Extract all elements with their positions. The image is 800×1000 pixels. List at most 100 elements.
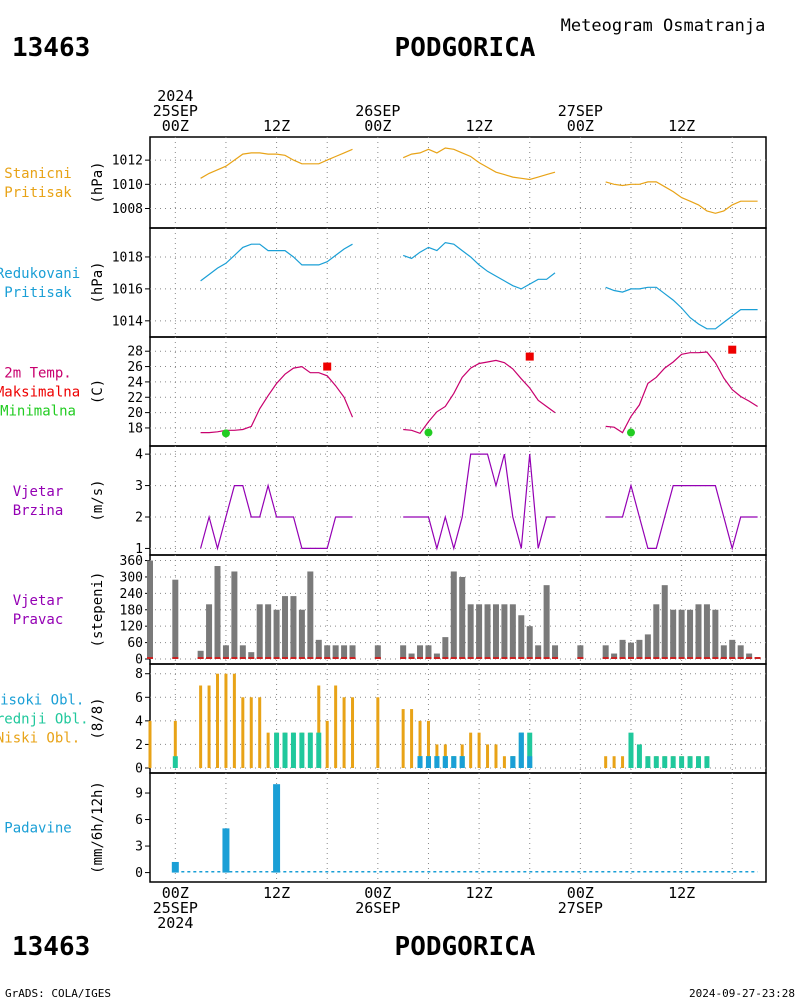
station-id: 13463 (12, 33, 90, 63)
wind-direction-bar (332, 645, 339, 659)
max-temp-marker (323, 362, 332, 371)
wind-direction-bar (476, 604, 483, 659)
wind-direction-bar (661, 585, 668, 659)
top-tick-label: 00Z (364, 117, 391, 135)
wind-direction-bar (315, 639, 322, 659)
panel-title-line: Minimalna (0, 404, 76, 420)
y-tick-label: 28 (127, 345, 143, 360)
y-tick-label: 22 (127, 391, 143, 406)
bottom-tick-label: 00Z (162, 884, 189, 902)
cloud-bar-low (266, 732, 270, 768)
wind-direction-bar (526, 626, 533, 659)
y-tick-label: 1010 (112, 178, 143, 193)
bottom-tick-label: 25SEP (153, 899, 198, 917)
y-axis-unit: (C) (90, 379, 106, 404)
y-tick-label: 1 (135, 542, 143, 557)
wind-direction-bar (492, 604, 499, 659)
wind-direction-bar (206, 604, 213, 659)
cloud-bar-high (442, 756, 448, 768)
precip-bar (273, 784, 281, 873)
cloud-bar-high (510, 756, 516, 768)
panel-title-line: 2m Temp. (4, 366, 71, 382)
cloud-bar-low (604, 756, 608, 768)
wind-direction-bar (712, 609, 719, 659)
wind-direction-bar (552, 645, 559, 659)
max-temp-marker (728, 345, 737, 354)
cloud-bar-low (216, 673, 220, 768)
cloud-bar-mid (653, 756, 659, 768)
wind-direction-bar (307, 571, 314, 659)
wind-direction-bar (172, 579, 179, 659)
panel-title-line: Vjetar (13, 593, 64, 609)
cloud-bar-low (418, 720, 422, 768)
wind-direction-bar (459, 576, 466, 659)
panel-title-line: Visoki Obl. (0, 693, 84, 709)
panel-frame (149, 772, 767, 883)
cloud-bar-mid (695, 756, 701, 768)
y-tick-label: 26 (127, 360, 143, 375)
wind-direction-bar (737, 645, 744, 659)
cloud-bar-low (232, 673, 236, 768)
panel-clouds: 0 2 4 6 8 (8/8) Visoki Obl. Srednji Obl. Niski O… (0, 663, 767, 777)
cloud-bar-low (148, 720, 152, 768)
cloud-bar-mid (704, 756, 710, 768)
wind-direction-bar (147, 560, 153, 659)
cloud-bar-low (426, 720, 430, 768)
panel-title-line: Pravac (13, 612, 64, 628)
wind-speed-series-line (200, 483, 353, 551)
y-tick-label: 120 (120, 620, 143, 635)
y-tick-label: 4 (135, 714, 143, 729)
wind-direction-bar (619, 639, 626, 659)
cloud-bar-low (241, 697, 245, 768)
station-pressure-series-line (402, 147, 556, 181)
wind-direction-bar (484, 604, 491, 659)
wind-speed-series-line (403, 453, 555, 551)
y-tick-label: 6 (135, 691, 143, 706)
y-tick-label: 1008 (112, 202, 143, 217)
wind-direction-bar (720, 645, 727, 659)
cloud-bar-low (621, 756, 625, 768)
y-axis-unit: (m/s) (90, 479, 106, 521)
cloud-bar-low (612, 756, 616, 768)
bottom-tick-label: 00Z (364, 884, 391, 902)
cloud-bar-low (494, 744, 498, 768)
bottom-tick-label: 2024 (157, 914, 193, 932)
wind-direction-bar (602, 645, 609, 659)
cloud-bar-mid (307, 732, 313, 768)
y-tick-label: 6 (135, 813, 143, 828)
y-tick-label: 24 (127, 375, 143, 390)
wind-direction-bar (729, 639, 736, 659)
panel-title-line: Niski Obl. (0, 731, 80, 747)
y-tick-label: 8 (135, 667, 143, 682)
y-tick-label: 300 (120, 570, 143, 585)
cloud-bar-low (325, 720, 329, 768)
max-temp-marker (525, 352, 534, 361)
wind-direction-bar (433, 653, 440, 659)
wind-direction-bar (535, 645, 542, 659)
min-temp-marker (221, 429, 230, 438)
y-tick-label: 1012 (112, 154, 143, 169)
cloud-bar-mid (316, 732, 322, 768)
bottom-tick-label: 00Z (567, 884, 594, 902)
cloud-bar-low (249, 697, 253, 768)
top-tick-label: 27SEP (558, 102, 603, 120)
cloud-bar-low (199, 685, 203, 768)
station-pressure-series-line (605, 181, 758, 214)
wind-direction-bar (442, 637, 449, 659)
wind-direction-bar (341, 645, 348, 659)
wind-direction-bar (611, 653, 618, 659)
cloud-bar-mid (172, 756, 178, 768)
cloud-bar-low (486, 744, 490, 768)
y-tick-label: 2 (135, 511, 143, 526)
top-tick-label: 2024 (157, 87, 193, 105)
wind-direction-bar (687, 609, 694, 659)
y-tick-label: 0 (135, 653, 143, 668)
cloud-bar-high (527, 756, 533, 768)
cloud-bar-mid (628, 732, 634, 768)
cloud-bar-low (334, 685, 338, 768)
panel-title-line: Vjetar (13, 484, 64, 500)
